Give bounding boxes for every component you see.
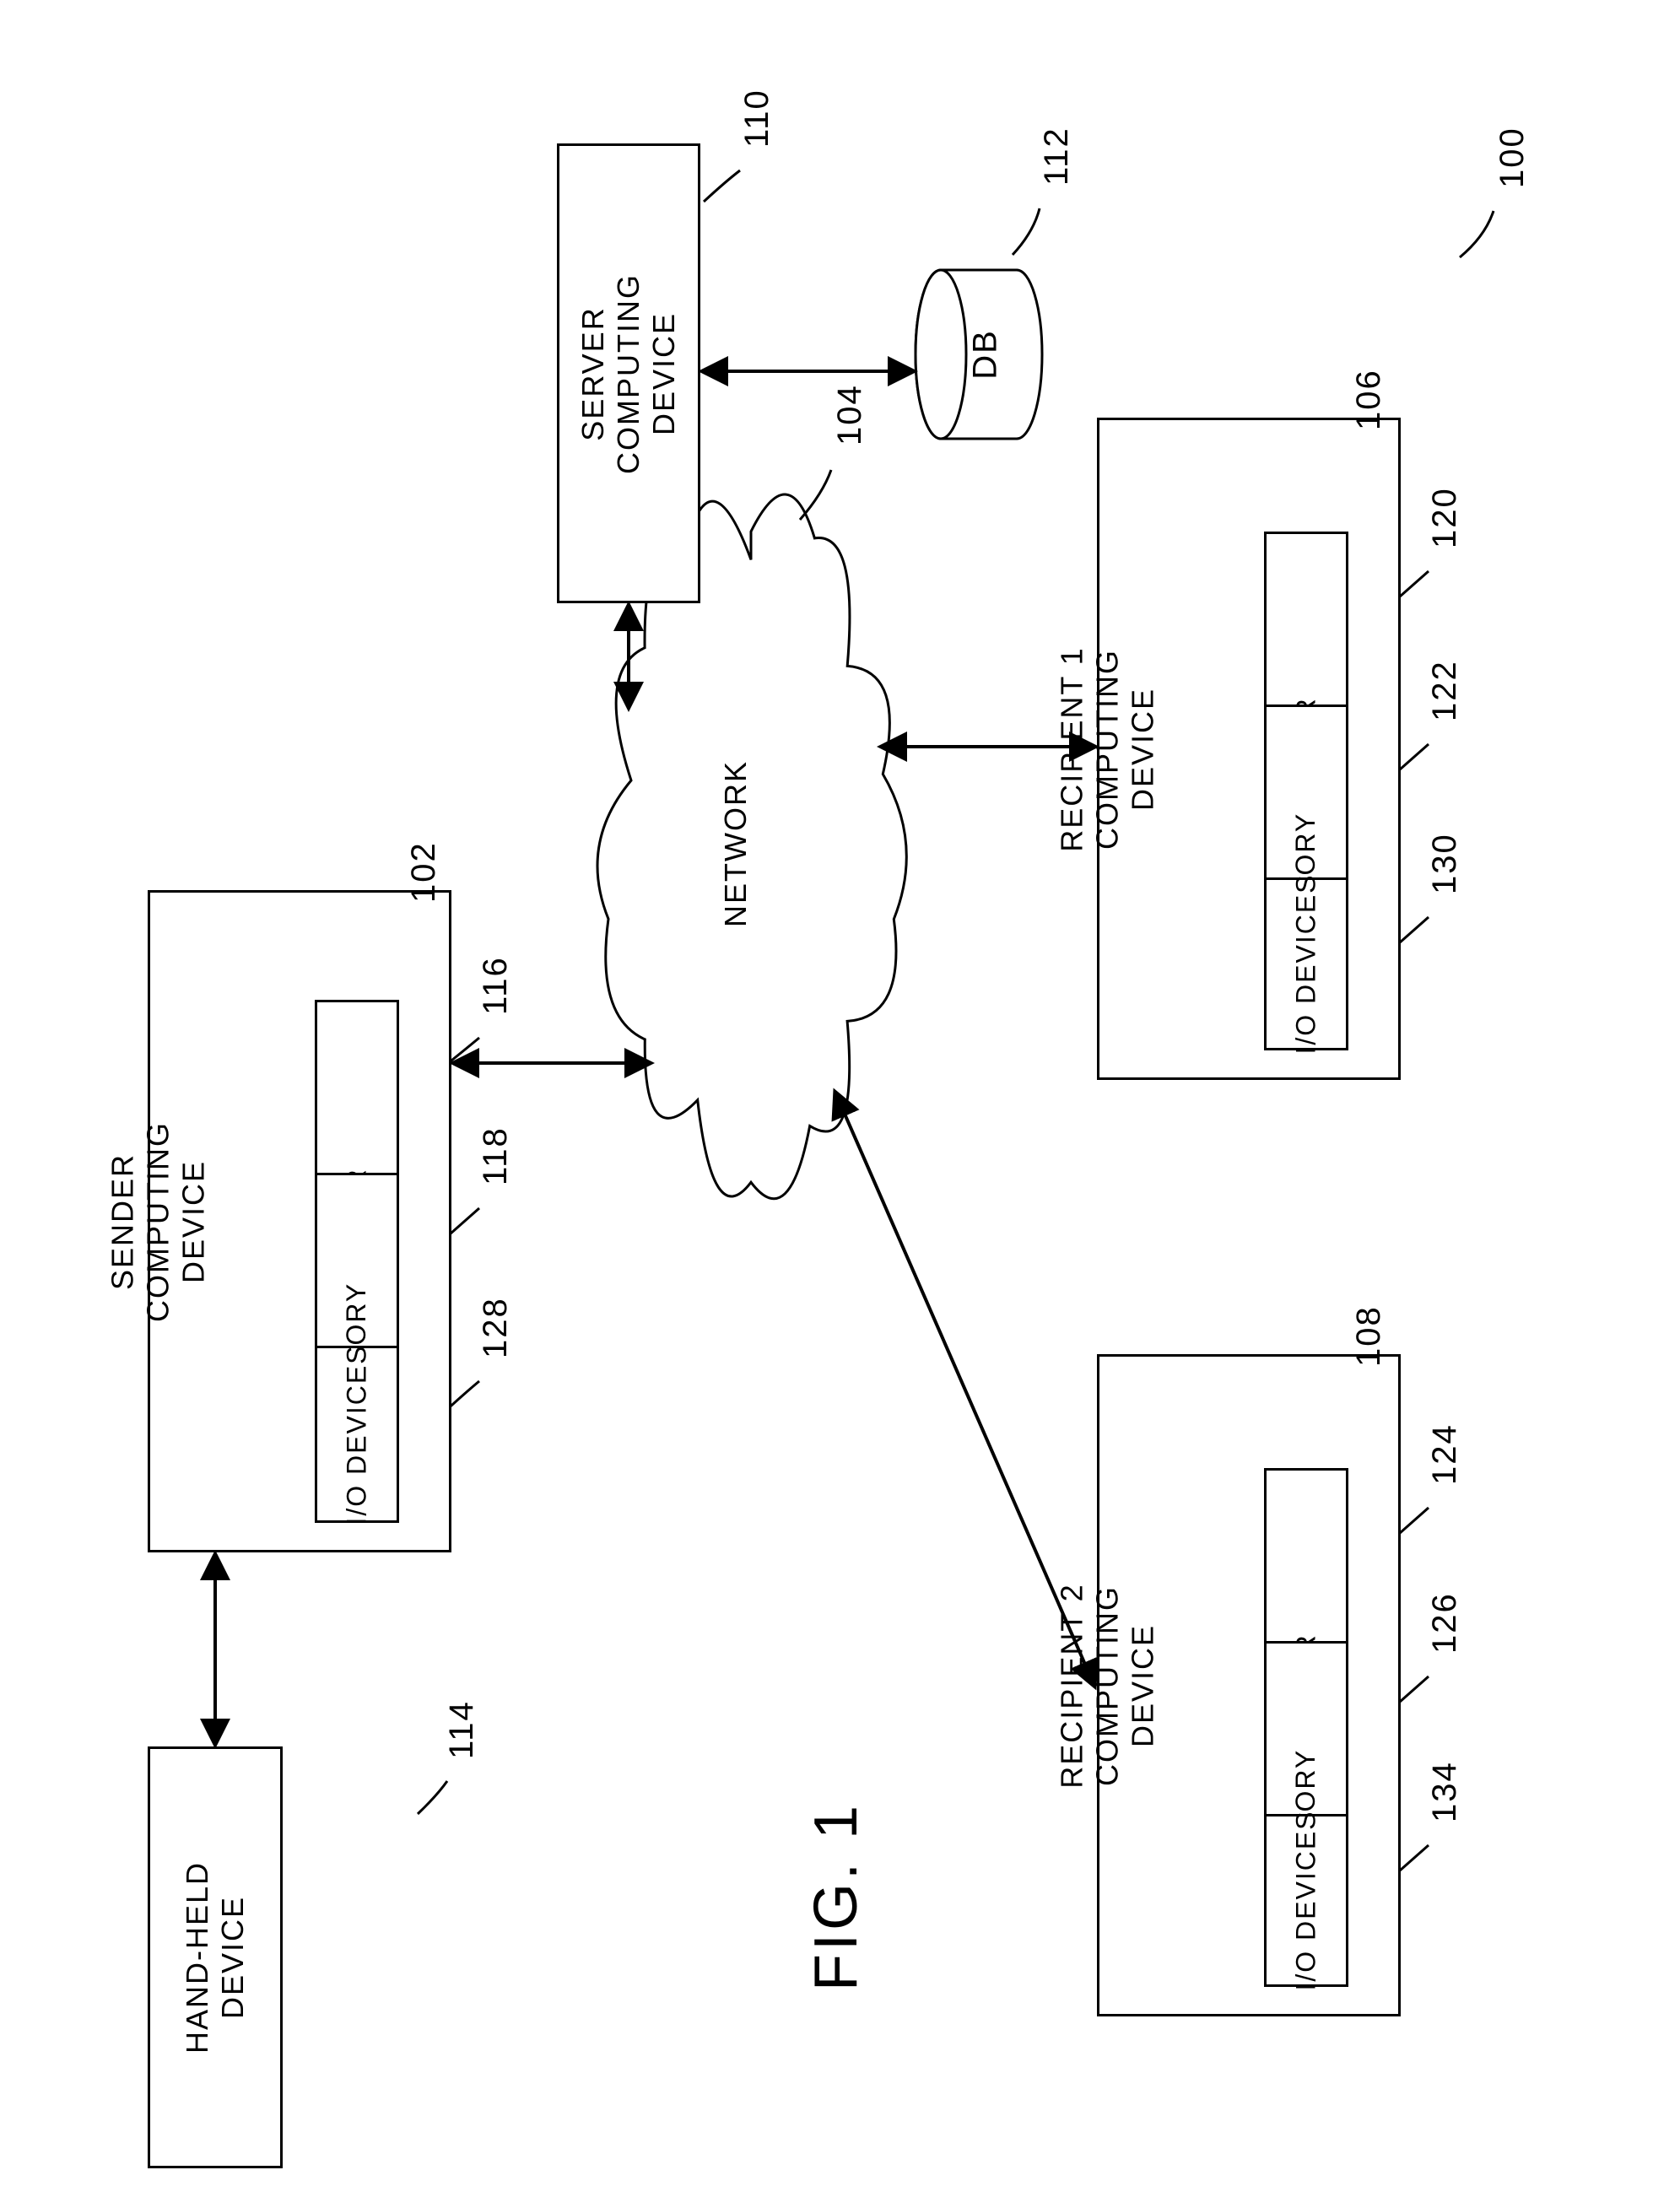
ref-proc_r1: 120 [1426,487,1464,548]
ref-sender: 102 [405,841,443,903]
recipient2-title: RECIPIENT 2 COMPUTING DEVICE [1054,1583,1160,1788]
ref-recip2: 108 [1350,1305,1388,1367]
ref-mem_s: 118 [477,1126,515,1185]
leader-server [704,170,740,202]
ref-io_r1: 130 [1426,833,1464,894]
ref-io_r2: 134 [1426,1761,1464,1822]
ref-mem_r2: 126 [1426,1592,1464,1654]
ref-db: 112 [1038,127,1076,186]
recipient1-io: I/O DEVICES [1264,877,1348,1050]
server-computing-device: SERVER COMPUTING DEVICE [557,143,700,603]
leader-db [1013,208,1040,255]
db-label: DB [966,329,1004,380]
leader-handheld [418,1781,447,1814]
ref-recip1: 106 [1350,369,1388,430]
hand-held-label: HAND-HELD DEVICE [180,1861,251,2054]
diagram-stage: SERVER COMPUTING DEVICE PROCESSOR MEMORY… [0,0,1680,2197]
recipient1-io-label: I/O DEVICES [1291,873,1322,1054]
server-label: SERVER COMPUTING DEVICE [575,273,682,474]
ref-system: 100 [1494,127,1531,188]
ref-proc_r2: 124 [1426,1423,1464,1485]
db-cylinder-cap [916,270,966,439]
sender-io-label: I/O DEVICES [342,1344,373,1525]
sender-io: I/O DEVICES [315,1346,399,1523]
sender-title: SENDER COMPUTING DEVICE [105,1121,211,1322]
ref-handheld: 114 [443,1700,481,1759]
recipient1-title: RECIPIENT 1 COMPUTING DEVICE [1054,646,1160,851]
recipient2-io: I/O DEVICES [1264,1814,1348,1987]
hand-held-device: HAND-HELD DEVICE [148,1746,283,2168]
ref-mem_r1: 122 [1426,660,1464,721]
ref-proc_s: 116 [477,956,515,1015]
leader-network [800,470,831,520]
ref-server: 110 [738,89,776,148]
ref-network: 104 [831,384,869,445]
ref-io_s: 128 [477,1297,515,1358]
network-label: NETWORK [718,760,754,927]
figure-label: FIG. 1 [802,1802,871,1991]
leader-system [1460,211,1494,257]
recipient2-io-label: I/O DEVICES [1291,1810,1322,1990]
